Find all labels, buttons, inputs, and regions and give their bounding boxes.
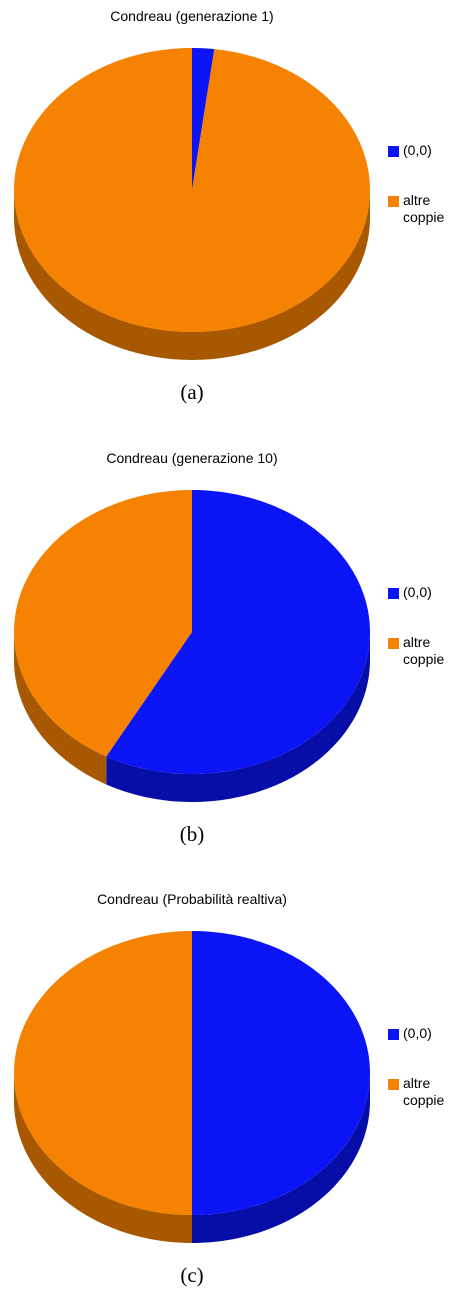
legend-swatch bbox=[388, 1029, 399, 1040]
legend-label: (0,0) bbox=[403, 142, 432, 158]
legend-swatch bbox=[388, 638, 399, 649]
pie-slice bbox=[14, 490, 192, 757]
caption: (a) bbox=[180, 380, 204, 404]
pie-slice bbox=[14, 48, 370, 332]
pie-side bbox=[106, 632, 370, 802]
pie-side bbox=[14, 1073, 192, 1243]
pie-side bbox=[192, 1073, 370, 1243]
legend-swatch bbox=[388, 588, 399, 599]
legend-label: altre coppie bbox=[403, 192, 445, 225]
caption: (b) bbox=[179, 822, 205, 846]
pie-side bbox=[14, 632, 107, 785]
legend-swatch bbox=[388, 196, 399, 207]
pie-slice bbox=[106, 490, 370, 774]
pie-slice bbox=[192, 931, 370, 1215]
chart-title: Condreau (Probabilità realtiva) bbox=[97, 891, 287, 907]
legend-label: (0,0) bbox=[403, 1025, 432, 1041]
legend-swatch bbox=[388, 1079, 399, 1090]
pie-slice bbox=[14, 931, 192, 1215]
chart-title: Condreau (generazione 1) bbox=[110, 8, 274, 24]
legend-label: altre coppie bbox=[403, 1075, 445, 1108]
pie-slice bbox=[192, 48, 215, 190]
pie-side bbox=[14, 190, 370, 360]
chart-title: Condreau (generazione 10) bbox=[106, 450, 278, 466]
legend-swatch bbox=[388, 146, 399, 157]
legend-label: (0,0) bbox=[403, 584, 432, 600]
caption: (c) bbox=[180, 1263, 204, 1287]
legend-label: altre coppie bbox=[403, 634, 445, 667]
